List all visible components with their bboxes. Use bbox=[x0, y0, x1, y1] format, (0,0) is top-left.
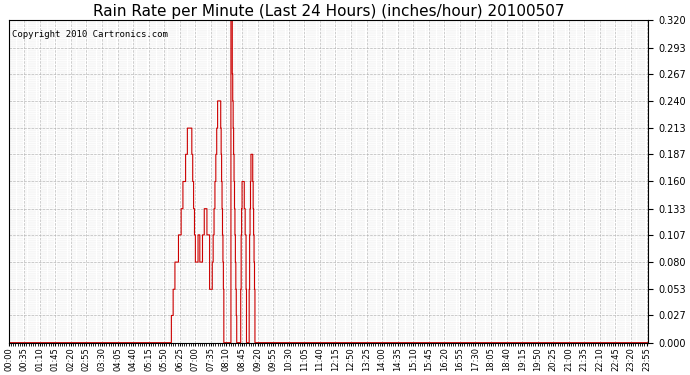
Title: Rain Rate per Minute (Last 24 Hours) (inches/hour) 20100507: Rain Rate per Minute (Last 24 Hours) (in… bbox=[92, 4, 564, 19]
Text: Copyright 2010 Cartronics.com: Copyright 2010 Cartronics.com bbox=[12, 30, 168, 39]
